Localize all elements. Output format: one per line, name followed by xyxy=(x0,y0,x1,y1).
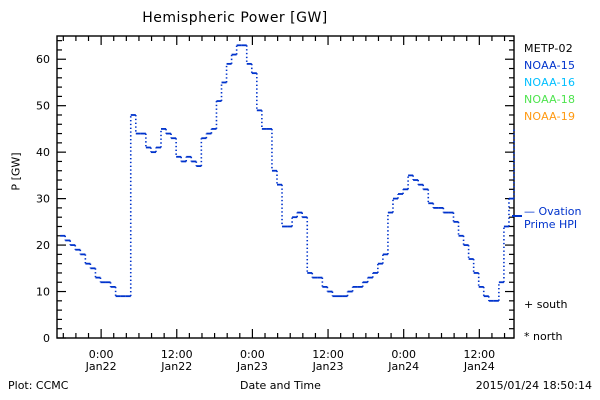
svg-text:Jan24: Jan24 xyxy=(463,360,495,373)
legend-item-noaa15: NOAA-15 xyxy=(524,59,576,72)
ovation-legend-line1: — Ovation xyxy=(524,205,582,218)
svg-text:Jan22: Jan22 xyxy=(85,360,117,373)
svg-text:0:00: 0:00 xyxy=(89,348,114,361)
svg-text:20: 20 xyxy=(36,239,50,252)
legend-item-noaa18: NOAA-18 xyxy=(524,93,576,106)
plot-axes xyxy=(56,35,515,339)
svg-text:Jan22: Jan22 xyxy=(160,360,192,373)
ovation-legend: — Ovation Prime HPI xyxy=(524,205,600,231)
svg-text:Jan23: Jan23 xyxy=(312,360,344,373)
svg-text:0: 0 xyxy=(43,332,50,345)
tick-labels: 01020304050600:00Jan2212:00Jan220:00Jan2… xyxy=(36,53,495,373)
ovation-legend-line2: Prime HPI xyxy=(524,218,578,231)
legend-item-noaa19: NOAA-19 xyxy=(524,110,576,123)
svg-text:50: 50 xyxy=(36,100,50,113)
svg-text:60: 60 xyxy=(36,53,50,66)
x-axis-label: Date and Time xyxy=(240,379,321,392)
svg-text:10: 10 xyxy=(36,286,50,299)
svg-text:40: 40 xyxy=(36,146,50,159)
legend-item-noaa16: NOAA-16 xyxy=(524,76,576,89)
legend-key-north: * north xyxy=(524,330,563,343)
page-title: Hemispheric Power [GW] xyxy=(142,10,328,26)
svg-text:Jan23: Jan23 xyxy=(236,360,268,373)
footer-timestamp: 2015/01/24 18:50:14 xyxy=(475,379,592,392)
legend-key-south: + south xyxy=(524,298,568,311)
svg-text:12:00: 12:00 xyxy=(312,348,344,361)
ovation-line-swatch xyxy=(512,215,522,217)
svg-text:12:00: 12:00 xyxy=(161,348,193,361)
legend-item-metp02: METP-02 xyxy=(524,42,573,55)
svg-text:Jan24: Jan24 xyxy=(387,360,419,373)
footer-plot-source: Plot: CCMC xyxy=(8,379,69,392)
svg-text:12:00: 12:00 xyxy=(463,348,495,361)
svg-text:0:00: 0:00 xyxy=(391,348,416,361)
data-series xyxy=(60,44,515,302)
svg-text:0:00: 0:00 xyxy=(240,348,265,361)
legend: METP-02 NOAA-15 NOAA-16 NOAA-18 NOAA-19 xyxy=(524,40,600,125)
svg-text:30: 30 xyxy=(36,193,50,206)
